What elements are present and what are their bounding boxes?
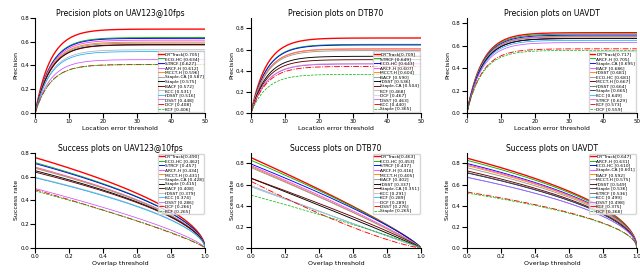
Y-axis label: Precision: Precision	[445, 51, 451, 79]
Title: Success plots on UAV123@10fps: Success plots on UAV123@10fps	[58, 144, 182, 153]
Title: Success plots on UAVDT: Success plots on UAVDT	[506, 144, 598, 153]
X-axis label: Location error threshold: Location error threshold	[298, 125, 374, 130]
Legend: DR²Track[0.705], ECO-HC [0.634], STRCF [0.627], ARCF-H [0.612], MCCT-H [0.596], : DR²Track[0.705], ECO-HC [0.634], STRCF […	[157, 52, 204, 112]
Legend: DR²Track[0.709], STRCF [0.649], ECO-HC [0.643], ARCF-H [0.607], MCCT-H [0.604], : DR²Track[0.709], STRCF [0.649], ECO-HC […	[373, 52, 420, 112]
Legend: DR²Track[0.463], ECO-HC [0.453], STRCF [0.437], ARCF-H [0.416], MCCT-H [0.405], : DR²Track[0.463], ECO-HC [0.453], STRCF […	[373, 154, 420, 214]
Legend: DR²Track[0.490], ECO-HC [0.462], STRCF [0.457], ARCF-H [0.434], MCCT-H [0.431], : DR²Track[0.490], ECO-HC [0.462], STRCF […	[157, 154, 204, 214]
Legend: DR²Track[0.717], ARCF-H [0.705], Staple-CA [0.695], BACF [0.686], fDSST [0.681],: DR²Track[0.717], ARCF-H [0.705], Staple-…	[589, 52, 636, 112]
Title: Precision plots on UAVDT: Precision plots on UAVDT	[504, 9, 600, 18]
X-axis label: Location error threshold: Location error threshold	[82, 125, 158, 130]
Y-axis label: Precision: Precision	[230, 51, 235, 79]
X-axis label: Overlap threshold: Overlap threshold	[92, 261, 148, 266]
X-axis label: Overlap threshold: Overlap threshold	[524, 261, 580, 266]
Title: Precision plots on DTB70: Precision plots on DTB70	[289, 9, 383, 18]
X-axis label: Overlap threshold: Overlap threshold	[308, 261, 364, 266]
X-axis label: Location error threshold: Location error threshold	[514, 125, 590, 130]
Y-axis label: Precision: Precision	[14, 51, 19, 79]
Title: Precision plots on UAV123@10fps: Precision plots on UAV123@10fps	[56, 9, 184, 18]
Legend: DR²Track[0.647], ARCF-H [0.631], ECO-HC [0.610], Staple-CA [0.601], BACF [0.592]: DR²Track[0.647], ARCF-H [0.631], ECO-HC …	[589, 154, 636, 214]
Y-axis label: Success rate: Success rate	[14, 180, 19, 221]
Y-axis label: Success rate: Success rate	[445, 180, 451, 221]
Title: Success plots on DTB70: Success plots on DTB70	[291, 144, 381, 153]
Y-axis label: Success rate: Success rate	[230, 180, 235, 221]
